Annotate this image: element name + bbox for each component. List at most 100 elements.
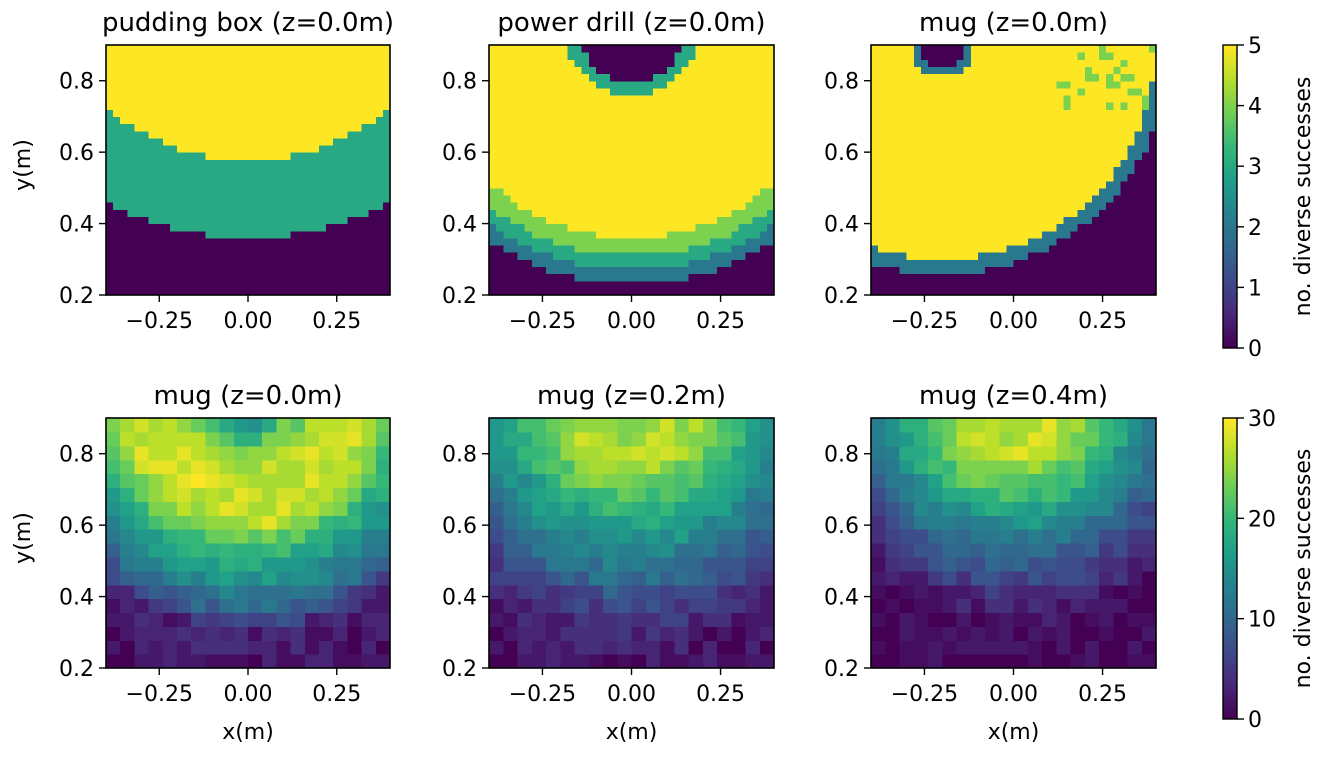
- heatmap-cell: [1034, 209, 1043, 218]
- heatmap-cell: [638, 266, 647, 275]
- heatmap-cell: [503, 180, 511, 189]
- heatmap-cell: [319, 209, 327, 218]
- heatmap-cell: [581, 109, 590, 118]
- heatmap-cell: [638, 287, 647, 296]
- heatmap-cell: [738, 45, 747, 53]
- heatmap-cell: [892, 187, 901, 196]
- heatmap-cell: [1042, 59, 1050, 68]
- heatmap-cell: [311, 80, 320, 89]
- heatmap-cell: [1106, 280, 1114, 289]
- heatmap-cell: [1148, 187, 1157, 196]
- heatmap-cell: [745, 216, 754, 225]
- heatmap-cell: [503, 556, 519, 572]
- heatmap-cell: [1049, 223, 1057, 232]
- heatmap-cell: [517, 445, 533, 461]
- heatmap-cell: [240, 66, 249, 75]
- heatmap-cell: [906, 102, 915, 110]
- heatmap-cell: [113, 87, 121, 96]
- heatmap-cell: [276, 598, 292, 614]
- heatmap-cell: [638, 173, 647, 182]
- heatmap-cell: [617, 266, 625, 275]
- heatmap-cell: [1063, 237, 1072, 246]
- heatmap-cell: [538, 109, 547, 118]
- heatmap-cell: [1042, 280, 1050, 289]
- heatmap-cell: [184, 123, 192, 132]
- heatmap-cell: [702, 626, 718, 641]
- heatmap-cell: [340, 45, 348, 53]
- heatmap-cell: [375, 556, 391, 572]
- heatmap-cell: [347, 66, 356, 75]
- heatmap-cell: [553, 73, 561, 82]
- heatmap-cell: [255, 187, 263, 196]
- heatmap-cell: [226, 52, 235, 60]
- heatmap-cell: [1127, 245, 1136, 253]
- heatmap-cell: [992, 237, 1000, 246]
- heatmap-cell: [1063, 187, 1072, 196]
- heatmap-cell: [1091, 130, 1100, 139]
- heatmap-cell: [871, 180, 879, 189]
- heatmap-cell: [759, 73, 768, 82]
- heatmap-cell: [985, 230, 993, 239]
- heatmap-cell: [624, 252, 633, 260]
- heatmap-cell: [113, 180, 121, 189]
- heatmap-cell: [290, 87, 299, 96]
- heatmap-cell: [546, 612, 561, 627]
- heatmap-cell: [970, 109, 979, 118]
- heatmap-cell: [999, 45, 1007, 53]
- heatmap-cell: [1042, 173, 1050, 182]
- heatmap-cell: [538, 259, 547, 268]
- heatmap-cell: [603, 102, 611, 110]
- heatmap-cell: [233, 266, 242, 275]
- heatmap-cell: [1020, 223, 1029, 232]
- heatmap-cell: [340, 95, 348, 103]
- heatmap-cell: [595, 252, 604, 260]
- heatmap-cell: [155, 145, 164, 153]
- heatmap-cell: [106, 230, 114, 239]
- heatmap-cell: [1056, 95, 1064, 103]
- heatmap-cell: [219, 237, 228, 246]
- heatmap-cell: [262, 584, 277, 600]
- heatmap-cell: [588, 230, 597, 239]
- heatmap-cell: [503, 431, 519, 447]
- heatmap-cell: [191, 102, 199, 110]
- heatmap-cell: [766, 230, 775, 239]
- heatmap-cell: [574, 195, 583, 203]
- heatmap-cell: [1027, 95, 1036, 103]
- heatmap-cell: [702, 543, 718, 558]
- heatmap-cell: [198, 209, 206, 218]
- heatmap-cell: [290, 173, 299, 182]
- heatmap-cell: [510, 102, 519, 110]
- heatmap-cell: [759, 266, 768, 275]
- heatmap-cell: [942, 52, 950, 60]
- heatmap-cell: [624, 80, 633, 89]
- heatmap-cell: [717, 529, 732, 544]
- heatmap-cell: [724, 280, 732, 289]
- heatmap-cell: [1027, 216, 1036, 225]
- heatmap-cell: [233, 612, 249, 627]
- heatmap-cell: [106, 137, 114, 146]
- heatmap-cell: [333, 102, 341, 110]
- heatmap-cell: [717, 195, 725, 203]
- heatmap-cell: [1127, 102, 1136, 110]
- heatmap-cell: [276, 259, 285, 268]
- heatmap-cell: [1113, 52, 1121, 60]
- heatmap-cell: [148, 202, 157, 210]
- heatmap-cell: [255, 45, 263, 53]
- heatmap-cell: [1034, 66, 1043, 75]
- heatmap-cell: [645, 109, 654, 118]
- heatmap-cell: [645, 187, 654, 196]
- heatmap-cell: [759, 216, 768, 225]
- heatmap-cell: [553, 245, 561, 253]
- heatmap-cell: [269, 87, 277, 96]
- heatmap-cell: [524, 59, 533, 68]
- heatmap-cell: [233, 52, 242, 60]
- heatmap-cell: [1077, 259, 1086, 268]
- heatmap-cell: [1077, 280, 1086, 289]
- heatmap-cell: [1106, 166, 1114, 175]
- heatmap-cell: [588, 180, 597, 189]
- heatmap-cell: [553, 137, 561, 146]
- heatmap-cell: [233, 95, 242, 103]
- heatmap-cell: [233, 109, 242, 118]
- heatmap-cell: [752, 123, 761, 132]
- heatmap-cell: [617, 45, 625, 53]
